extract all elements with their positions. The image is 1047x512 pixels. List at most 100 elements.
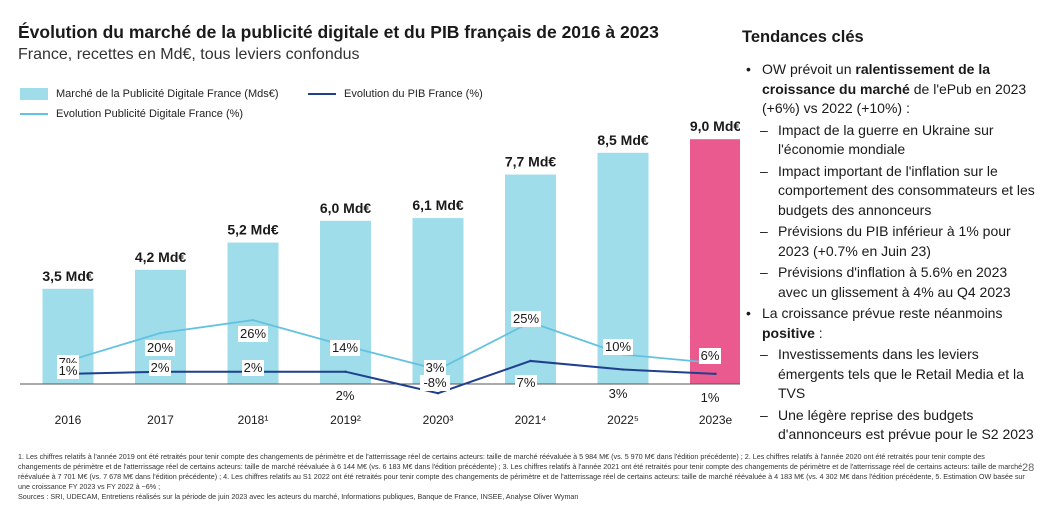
series-line-pub-point-2 bbox=[251, 318, 255, 322]
dash-marker: – bbox=[760, 406, 768, 423]
chart-subtitle: France, recettes en Md€, tous leviers co… bbox=[18, 46, 360, 63]
trend-sub-bullet-text: Une légère reprise des budgets d'annonce… bbox=[778, 406, 1034, 443]
pib-pct-label-6: 3% bbox=[609, 386, 628, 401]
legend-label-pib: Evolution du PIB France (%) bbox=[344, 88, 483, 100]
pub-pct-label-6: 10% bbox=[605, 339, 631, 354]
series-line-pib-point-4 bbox=[436, 392, 440, 395]
bar-value-label-4: 6,1 Md€ bbox=[412, 197, 464, 213]
legend-swatch-bar bbox=[20, 88, 48, 100]
series-line-pib bbox=[67, 359, 716, 395]
pub-pct-label-2: 26% bbox=[240, 326, 266, 341]
bar-7 bbox=[690, 139, 740, 384]
trend-bullet-1: • La croissance prévue reste néanmoins po… bbox=[744, 304, 1039, 343]
legend-swatch-pib bbox=[308, 93, 336, 95]
pib-pct-label-7-bg bbox=[699, 390, 721, 406]
x-tick-label-0: 2016 bbox=[55, 413, 82, 427]
series-line-pib-point-3 bbox=[344, 370, 347, 373]
pib-pct-label-5: 7% bbox=[517, 375, 536, 390]
pib-pct-label-1: 2% bbox=[151, 360, 170, 375]
trends-list: • OW prévoit un ralentissement de la croi… bbox=[744, 60, 1039, 447]
bar-4 bbox=[412, 218, 464, 384]
bar-value-label-5: 7,7 Md€ bbox=[505, 154, 557, 170]
pub-pct-label-5-bg bbox=[511, 311, 541, 327]
pub-pct-label-6-bg bbox=[603, 339, 633, 355]
pub-pct-label-4: 3% bbox=[426, 360, 445, 375]
pib-pct-label-4: -8% bbox=[423, 375, 447, 390]
x-tick-label-4: 2020³ bbox=[423, 413, 454, 427]
trend-bullet-0-part-2: de l'ePub en 2023 (+6%) vs 2022 (+10%) : bbox=[762, 80, 1027, 117]
legend-label-bar: Marché de la Publicité Digitale France (… bbox=[56, 88, 279, 100]
x-tick-label-6: 2022⁵ bbox=[607, 413, 639, 427]
trend-sub-bullet-text: Prévisions d'inflation à 5.6% en 2023 av… bbox=[778, 264, 1011, 300]
pib-pct-label-4-bg bbox=[420, 375, 450, 391]
bar-value-label-3: 6,0 Md€ bbox=[320, 200, 372, 216]
dash-marker: – bbox=[760, 264, 768, 280]
trend-bullet-0-part-1: ralentissement de la croissance du march… bbox=[762, 61, 990, 97]
dash-marker: – bbox=[760, 162, 768, 179]
pib-pct-label-0-bg bbox=[57, 363, 79, 379]
bar-value-label-0: 3,5 Md€ bbox=[42, 268, 94, 284]
series-line-pub-point-1 bbox=[159, 331, 162, 335]
trend-bullet-1-part-0: La croissance prévue reste néanmoins bbox=[762, 305, 1003, 321]
bar-value-label-6: 8,5 Md€ bbox=[597, 132, 649, 148]
bar-line-chart: 3,5 Md€ 2016 4,2 Md€ 2017 5,2 Md€ 2018¹ 6,0 Md… bbox=[20, 118, 740, 427]
trend-bullet-1-part-1: positive bbox=[762, 324, 815, 341]
trend-sub-bullet-1-1: – Une légère reprise des budgets d'annonc… bbox=[744, 406, 1039, 445]
trend-sub-bullet-0-0: – Impact de la guerre en Ukraine sur l'éc… bbox=[744, 121, 1039, 160]
trend-bullet-0-part-0: OW prévoit un bbox=[762, 61, 856, 77]
x-tick-label-1: 2017 bbox=[147, 413, 174, 427]
bar-value-label-1: 4,2 Md€ bbox=[135, 249, 187, 265]
series-line-pib-point-5 bbox=[529, 359, 532, 363]
pib-pct-label-2-bg bbox=[242, 360, 264, 376]
trend-bullet-1-part-2: : bbox=[814, 324, 823, 341]
trend-sub-bullet-text: Impact de la guerre en Ukraine sur l'éco… bbox=[778, 121, 994, 158]
footnotes: 1. Les chiffres relatifs à l'année 2019 … bbox=[18, 452, 1028, 502]
bar-3 bbox=[320, 220, 371, 384]
trends-title: Tendances clés bbox=[742, 28, 864, 46]
pib-pct-label-0: 1% bbox=[59, 363, 78, 378]
pub-pct-label-2-bg bbox=[238, 326, 268, 342]
trend-sub-bullet-text: Impact important de l'inflation sur le c… bbox=[778, 162, 1035, 218]
pib-pct-label-1-bg bbox=[149, 360, 171, 376]
trend-sub-bullet-1-0: – Investissements dans les leviers émerge… bbox=[744, 345, 1039, 404]
pib-pct-label-5-bg bbox=[515, 375, 537, 391]
pub-pct-label-7-bg bbox=[699, 348, 721, 364]
x-tick-label-7: 2023e bbox=[699, 413, 733, 427]
pib-pct-label-6-bg bbox=[607, 386, 629, 402]
trend-sub-bullet-text: Prévisions du PIB inférieur à 1% pour 20… bbox=[778, 223, 1011, 259]
dash-marker: – bbox=[760, 223, 768, 239]
series-line-pib-point-6 bbox=[621, 368, 625, 371]
legend-item-bar: Marché de la Publicité Digitale France (… bbox=[20, 88, 279, 100]
bar-value-label-7: 9,0 Md€ bbox=[690, 118, 740, 134]
pub-pct-label-3-bg bbox=[330, 340, 360, 356]
pib-pct-label-3-bg bbox=[334, 388, 356, 404]
pub-pct-label-1-bg bbox=[145, 340, 175, 356]
bullet-marker: • bbox=[746, 305, 751, 321]
legend-label-pub: Evolution Publicité Digitale France (%) bbox=[56, 108, 244, 120]
pub-pct-label-4-bg bbox=[424, 360, 446, 376]
pub-pct-label-3: 14% bbox=[332, 340, 358, 355]
legend-item-pib: Evolution du PIB France (%) bbox=[308, 88, 483, 100]
trend-sub-bullet-0-1: – Impact important de l'inflation sur le … bbox=[744, 162, 1039, 221]
footnotes-text: 1. Les chiffres relatifs à l'année 2019 … bbox=[18, 452, 1025, 491]
series-line-pib-point-7 bbox=[714, 372, 717, 376]
pib-pct-label-3: 2% bbox=[336, 388, 355, 403]
bullet-marker: • bbox=[746, 61, 751, 77]
legend-swatch-pub bbox=[20, 113, 48, 115]
pub-pct-label-7: 6% bbox=[701, 348, 720, 363]
pub-pct-label-5: 25% bbox=[513, 311, 539, 326]
x-tick-label-3: 2019² bbox=[330, 413, 361, 427]
legend-item-pub: Evolution Publicité Digitale France (%) bbox=[20, 108, 243, 120]
bar-value-label-2: 5,2 Md€ bbox=[227, 222, 279, 238]
trend-sub-bullet-text: Investissements dans les leviers émergen… bbox=[778, 346, 1024, 401]
dash-marker: – bbox=[760, 346, 768, 362]
sources-text: Sources : SRI, UDECAM, Entretiens réalis… bbox=[18, 492, 579, 501]
trend-bullet-0: • OW prévoit un ralentissement de la croi… bbox=[744, 60, 1039, 119]
pib-pct-label-2: 2% bbox=[244, 360, 263, 375]
page-number: 28 bbox=[1022, 462, 1035, 474]
chart-title: Évolution du marché de la publicité digi… bbox=[18, 22, 659, 42]
trend-sub-bullet-0-3: – Prévisions d'inflation à 5.6% en 2023 a… bbox=[744, 263, 1039, 302]
pib-pct-label-7: 1% bbox=[701, 390, 720, 405]
x-tick-label-5: 2021⁴ bbox=[515, 413, 547, 427]
dash-marker: – bbox=[760, 121, 768, 138]
